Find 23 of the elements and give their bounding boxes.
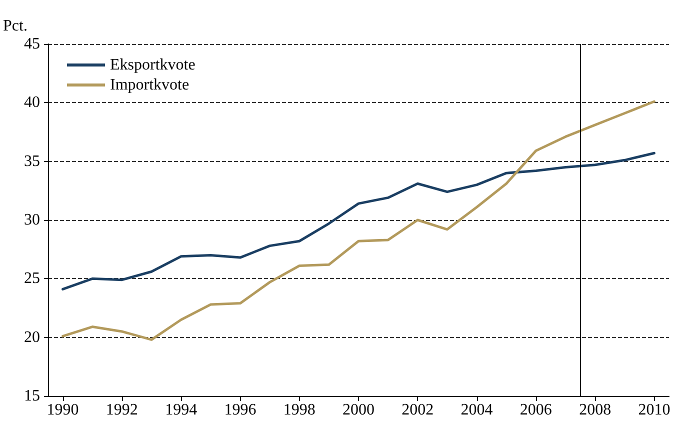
line-series	[62, 100, 656, 341]
y-tick-label: 40	[24, 94, 40, 112]
x-tick-label: 1998	[283, 402, 316, 418]
x-tick-label: 2004	[460, 402, 493, 418]
x-tick-label: 2006	[520, 402, 552, 418]
x-tick-label: 1992	[106, 402, 138, 418]
y-tick-label: 30	[24, 212, 40, 228]
y-tick-label: 25	[24, 270, 40, 288]
x-tick-label: 2000	[342, 402, 374, 418]
y-tick-label: 15	[24, 388, 40, 404]
x-tick-label: 2002	[402, 402, 434, 418]
y-axis-title: Pct.	[3, 18, 28, 34]
x-tick-label: 1996	[224, 402, 256, 418]
x-tick-label: 1990	[46, 402, 79, 418]
x-tick-label: 2008	[579, 402, 612, 418]
line-series	[62, 152, 656, 290]
x-tick-label: 1994	[165, 402, 198, 418]
y-tick-label: 35	[24, 152, 40, 170]
legend-label: Importkvote	[110, 76, 190, 94]
legend-label: Eksportkvote	[110, 56, 196, 74]
x-tick-label: 2010	[638, 402, 670, 418]
y-tick-label: 45	[24, 36, 40, 52]
y-tick-label: 20	[24, 328, 40, 346]
